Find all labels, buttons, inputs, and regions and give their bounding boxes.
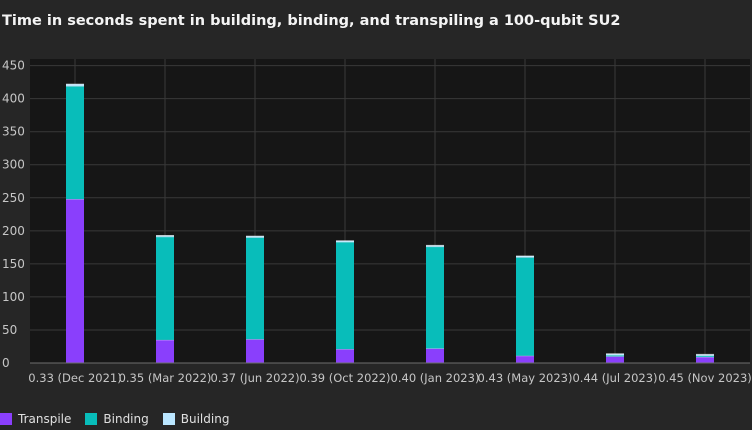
x-tick-label: 0.40 (Jan 2023)	[391, 371, 480, 385]
legend-label-building: Building	[180, 412, 230, 426]
y-tick-label: 450	[2, 59, 25, 73]
y-tick-label: 0	[2, 356, 10, 370]
bar-transpile-2	[246, 339, 264, 363]
bar-building-7	[696, 354, 714, 356]
y-tick-label: 50	[2, 323, 17, 337]
bar-binding-6	[606, 355, 624, 357]
y-tick-label: 350	[2, 125, 25, 139]
bar-binding-3	[336, 242, 354, 350]
bar-building-4	[426, 245, 444, 247]
x-tick-label: 0.35 (Mar 2022)	[119, 371, 212, 385]
y-tick-label: 100	[2, 290, 25, 304]
bar-binding-5	[516, 257, 534, 356]
legend-swatch-building	[162, 413, 175, 425]
x-tick-label: 0.44 (Jul 2023)	[572, 371, 657, 385]
bar-building-6	[606, 353, 624, 356]
legend-swatch-binding	[85, 413, 98, 425]
bar-binding-2	[246, 237, 264, 340]
legend: Transpile Binding Building	[0, 412, 243, 426]
legend-item-binding[interactable]: Binding	[85, 412, 149, 426]
bar-building-3	[336, 240, 354, 243]
bar-transpile-1	[156, 339, 174, 363]
legend-item-building[interactable]: Building	[162, 412, 230, 426]
bar-building-5	[516, 255, 534, 258]
bar-transpile-6	[606, 356, 624, 363]
y-tick-label: 400	[2, 92, 25, 106]
bar-binding-4	[426, 246, 444, 349]
x-tick-label: 0.37 (Jun 2022)	[210, 371, 299, 385]
bar-binding-0	[66, 86, 84, 200]
x-tick-label: 0.43 (May 2023)	[478, 371, 573, 385]
bar-transpile-7	[696, 357, 714, 363]
x-tick-label: 0.45 (Nov 2023)	[658, 371, 752, 385]
bar-transpile-0	[66, 199, 84, 363]
legend-label-binding: Binding	[103, 412, 149, 426]
x-tick-label: 0.39 (Oct 2022)	[299, 371, 390, 385]
legend-swatch-transpile	[0, 413, 12, 425]
chart-title: Time in seconds spent in building, bindi…	[2, 13, 621, 29]
y-tick-label: 150	[2, 257, 25, 271]
legend-item-transpile[interactable]: Transpile	[0, 412, 71, 426]
bar-binding-7	[696, 355, 714, 358]
bar-transpile-5	[516, 355, 534, 363]
bar-building-1	[156, 235, 174, 237]
legend-label-transpile: Transpile	[18, 412, 72, 426]
y-tick-label: 300	[2, 158, 25, 172]
y-tick-label: 200	[2, 224, 25, 238]
bar-transpile-3	[336, 349, 354, 363]
bar-building-2	[246, 236, 264, 238]
x-tick-label: 0.33 (Dec 2021)	[28, 371, 121, 385]
plot-area	[30, 59, 750, 363]
stacked-bar-chart: 0 50 100 150 200 250 300 350 400 450 0.33 (Dec 202…	[2, 59, 752, 385]
bar-building-0	[66, 84, 84, 87]
y-tick-label: 250	[2, 191, 25, 205]
bar-binding-1	[156, 236, 174, 340]
bar-transpile-4	[426, 348, 444, 363]
